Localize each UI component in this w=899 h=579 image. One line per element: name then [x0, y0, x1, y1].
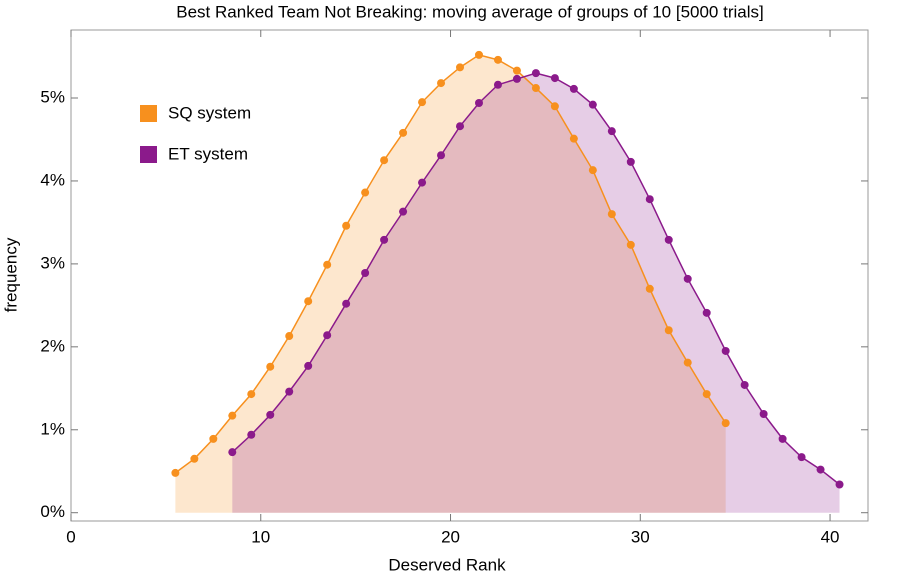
y-tick-label: 0%	[40, 502, 65, 521]
data-point	[266, 410, 275, 419]
data-point	[285, 387, 294, 396]
data-point	[323, 331, 332, 340]
legend-swatch	[140, 105, 157, 122]
y-tick-label: 1%	[40, 419, 65, 438]
x-tick-label: 40	[821, 527, 840, 546]
data-point	[228, 411, 237, 420]
y-tick-label: 5%	[40, 87, 65, 106]
data-point	[835, 480, 844, 489]
data-point	[474, 50, 483, 59]
data-point	[740, 380, 749, 389]
data-point	[190, 454, 199, 463]
legend-swatch	[140, 146, 157, 163]
y-tick-label: 4%	[40, 170, 65, 189]
data-point	[418, 98, 427, 107]
data-point	[323, 260, 332, 269]
data-point	[683, 274, 692, 283]
data-point	[778, 434, 787, 443]
data-point	[569, 84, 578, 93]
area-fill	[232, 73, 840, 513]
data-point	[721, 419, 730, 428]
data-point	[664, 235, 673, 244]
data-point	[474, 98, 483, 107]
data-point	[645, 284, 654, 293]
area-fill	[175, 54, 726, 513]
data-point	[342, 221, 351, 230]
y-axis-label: frequency	[1, 237, 20, 312]
data-point	[247, 390, 256, 399]
data-point	[266, 362, 275, 371]
data-point	[607, 210, 616, 219]
data-point	[493, 80, 502, 89]
data-point	[209, 434, 218, 443]
data-point	[702, 308, 711, 317]
data-point	[456, 122, 465, 131]
data-point	[304, 297, 313, 306]
y-tick-label: 3%	[40, 253, 65, 272]
data-point	[418, 178, 427, 187]
data-point	[816, 465, 825, 474]
data-point	[550, 74, 559, 83]
data-point	[437, 79, 446, 88]
data-point	[550, 102, 559, 111]
data-point	[721, 346, 730, 355]
x-axis-label: Deserved Rank	[388, 555, 506, 574]
data-point	[342, 299, 351, 308]
data-point	[456, 63, 465, 72]
data-point	[380, 156, 389, 165]
data-point	[797, 453, 806, 462]
data-point	[588, 100, 597, 109]
data-point	[399, 128, 408, 137]
x-tick-label: 30	[631, 527, 650, 546]
data-point	[512, 66, 521, 75]
data-point	[645, 195, 654, 204]
x-tick-label: 0	[66, 527, 75, 546]
data-point	[759, 410, 768, 419]
data-point	[588, 166, 597, 175]
data-point	[247, 430, 256, 439]
series-line	[174, 54, 727, 474]
data-point	[512, 74, 521, 83]
y-tick-label: 2%	[40, 336, 65, 355]
data-point	[304, 361, 313, 370]
data-point	[171, 468, 180, 477]
data-point	[626, 240, 635, 249]
plot-frame	[70, 29, 869, 522]
data-point	[626, 157, 635, 166]
data-point	[664, 326, 673, 335]
data-point	[531, 69, 540, 78]
data-point	[399, 207, 408, 216]
data-point	[531, 84, 540, 93]
data-point	[437, 151, 446, 160]
data-point	[361, 188, 370, 197]
x-tick-label: 10	[251, 527, 270, 546]
data-point	[683, 358, 692, 367]
data-point	[228, 448, 237, 457]
chart-title: Best Ranked Team Not Breaking: moving av…	[176, 2, 763, 21]
data-point	[607, 127, 616, 136]
data-point	[569, 134, 578, 143]
x-tick-label: 20	[441, 527, 460, 546]
legend-label: ET system	[168, 144, 248, 163]
data-point	[380, 235, 389, 244]
data-point	[361, 269, 370, 278]
legend-label: SQ system	[168, 103, 251, 122]
data-point	[493, 55, 502, 64]
data-point	[285, 332, 294, 341]
data-point	[702, 390, 711, 399]
